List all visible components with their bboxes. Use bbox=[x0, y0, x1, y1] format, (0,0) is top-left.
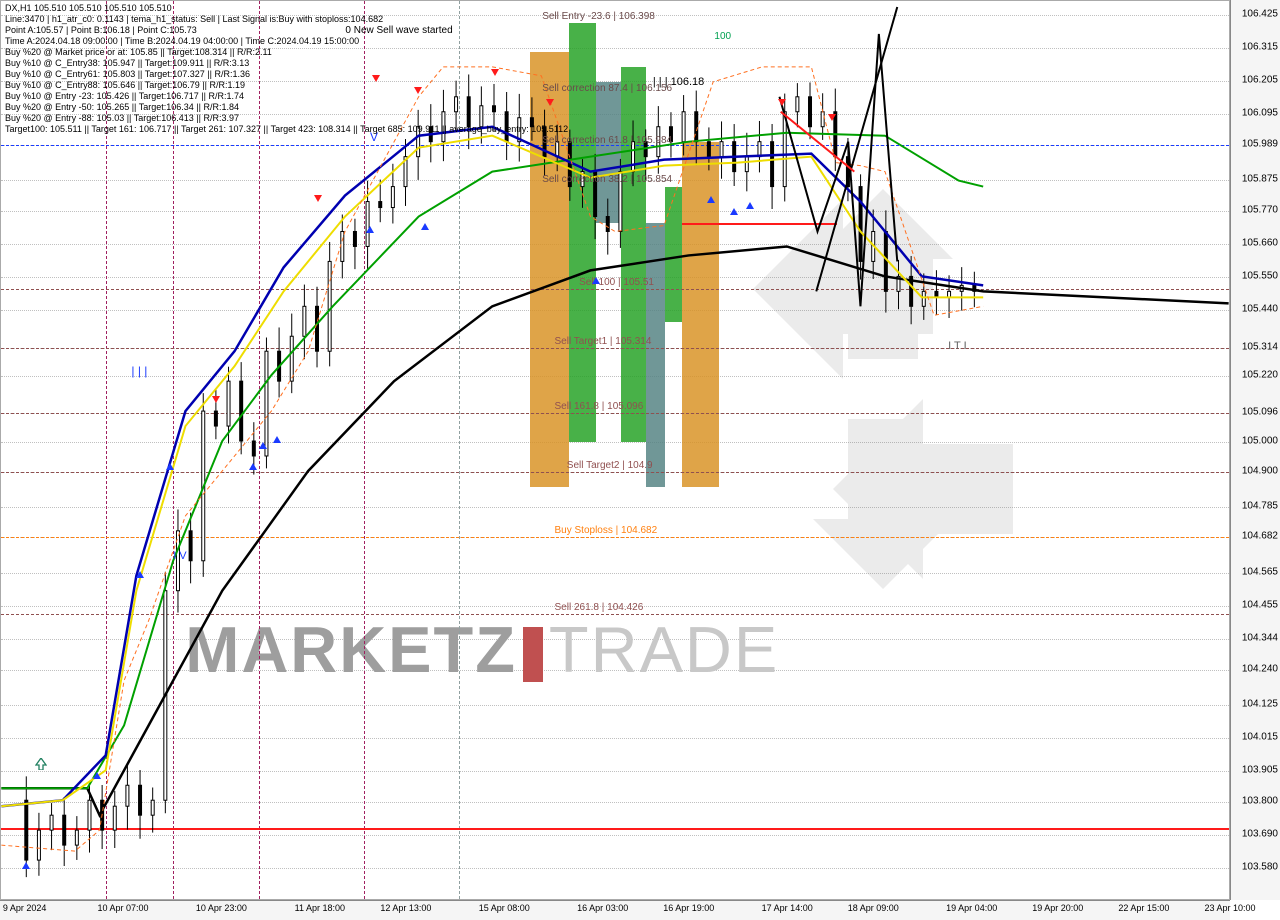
chart-area[interactable]: MARKETZTRADE Sell Entry -23.6 | 106.398|… bbox=[0, 0, 1230, 900]
arrow-down-icon bbox=[212, 396, 220, 403]
arrow-up-icon bbox=[746, 202, 754, 209]
arrow-up-icon bbox=[366, 226, 374, 233]
level-label: Sell Target1 | 105.314 bbox=[555, 336, 652, 347]
arrow-up-icon bbox=[421, 223, 429, 230]
level-label: | | | bbox=[131, 364, 147, 378]
arrow-up-icon bbox=[273, 436, 281, 443]
level-label: Sell correction 61.8 | 105.984 bbox=[542, 135, 672, 146]
arrow-up-icon bbox=[22, 862, 30, 869]
arrow-up-icon bbox=[707, 196, 715, 203]
level-label: 100 bbox=[714, 31, 731, 42]
arrow-down-icon bbox=[778, 99, 786, 106]
x-axis: 9 Apr 202410 Apr 07:0010 Apr 23:0011 Apr… bbox=[0, 900, 1230, 920]
arrow-down-icon bbox=[314, 195, 322, 202]
level-label: Sell Target2 | 104.9 bbox=[567, 460, 653, 471]
arrow-down-icon bbox=[828, 114, 836, 121]
level-label: Buy Stoploss | 104.682 bbox=[555, 525, 658, 536]
arrow-up-icon bbox=[592, 277, 600, 284]
level-label: Sell correction 38.2 | 105.854 bbox=[542, 174, 672, 185]
y-axis: 103.580103.690103.800103.905104.015104.1… bbox=[1230, 0, 1280, 900]
arrow-hollow-icon bbox=[35, 757, 47, 775]
chart-header-info: DX,H1 105.510 105.510 105.510 105.510Lin… bbox=[5, 3, 568, 135]
level-label: I T I bbox=[948, 340, 967, 352]
arrow-up-icon bbox=[249, 463, 257, 470]
arrow-up-icon bbox=[93, 772, 101, 779]
level-label: Sell 161.8 | 105.096 bbox=[555, 401, 644, 412]
level-label: Sell 100 | 105.51 bbox=[579, 277, 654, 288]
level-label: Sell 261.8 | 104.426 bbox=[555, 602, 644, 613]
arrow-up-icon bbox=[730, 208, 738, 215]
arrow-up-icon bbox=[136, 571, 144, 578]
arrow-up-icon bbox=[259, 442, 267, 449]
level-label: I V bbox=[173, 550, 186, 562]
arrow-up-icon bbox=[166, 463, 174, 470]
